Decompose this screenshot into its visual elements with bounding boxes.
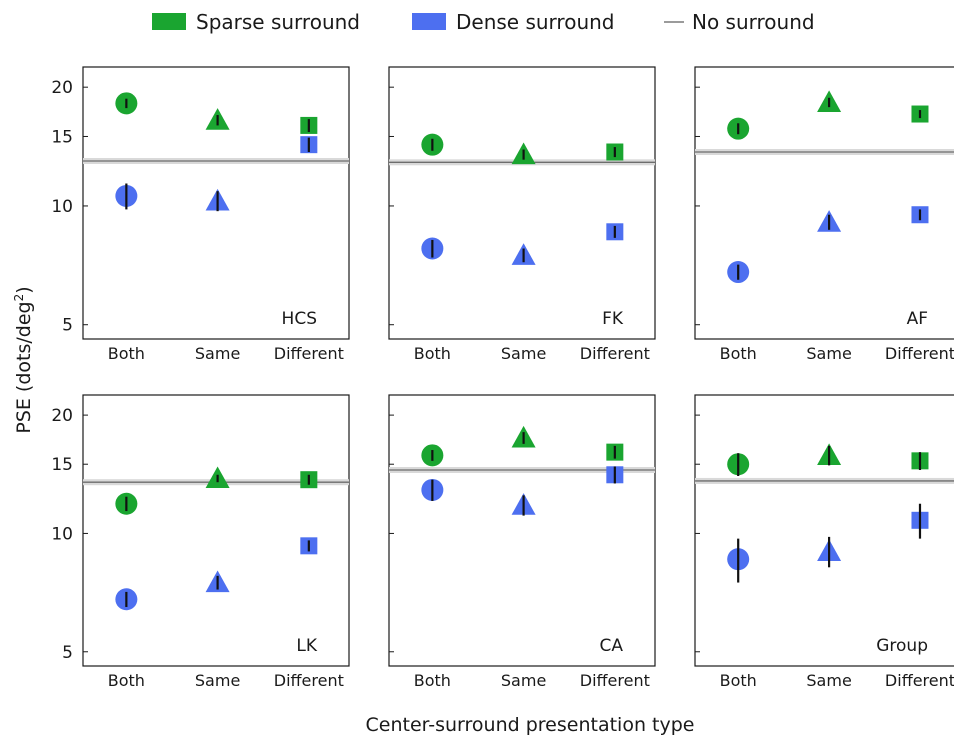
y-tick-label: 10 <box>51 524 73 544</box>
panel-ca: Both Same Different CA <box>388 394 656 690</box>
y-tick-label: 10 <box>51 197 73 217</box>
panel-label: CA <box>600 636 624 656</box>
x-tick-label: Different <box>580 344 650 363</box>
panel-lk: 5 10 15 20 Both Same Different LK <box>51 394 350 690</box>
x-tick-label: Same <box>806 344 851 363</box>
panel-label: Group <box>876 636 928 656</box>
y-tick-label: 15 <box>51 455 73 475</box>
y-tick-label: 15 <box>51 127 73 147</box>
legend-label: Sparse surround <box>196 10 360 34</box>
panel-frame <box>388 66 656 340</box>
x-tick-label: Different <box>580 671 650 690</box>
panel-frame <box>82 394 350 667</box>
x-tick-label: Same <box>806 671 851 690</box>
x-tick-label: Both <box>108 671 145 690</box>
y-tick-label: 5 <box>62 316 73 336</box>
panel-frame <box>82 66 350 340</box>
x-tick-label: Same <box>195 344 240 363</box>
panel-label: LK <box>296 636 317 656</box>
x-tick-label: Both <box>720 671 757 690</box>
x-tick-label: Both <box>720 344 757 363</box>
legend-swatch <box>412 13 446 30</box>
y-tick-label: 20 <box>51 78 73 98</box>
panel-hcs: 5 10 15 20 Both Same Different HCS <box>51 66 350 363</box>
legend-label: Dense surround <box>456 10 615 34</box>
panel-af: Both Same Different AF <box>694 66 954 363</box>
y-tick-label: 20 <box>51 406 73 426</box>
panel-group: Both Same Different Group <box>694 394 954 690</box>
x-tick-label: Different <box>885 344 954 363</box>
panel-label: HCS <box>282 309 317 329</box>
legend-swatch <box>152 13 186 30</box>
panel-frame <box>388 394 656 667</box>
panel-frame <box>694 66 954 340</box>
legend-label: No surround <box>692 10 815 34</box>
x-tick-label: Both <box>414 671 451 690</box>
x-tick-label: Same <box>501 671 546 690</box>
x-tick-label: Same <box>501 344 546 363</box>
panel-fk: Both Same Different FK <box>388 66 656 363</box>
y-axis-label: PSE (dots/deg2) <box>12 286 35 433</box>
x-tick-label: Both <box>108 344 145 363</box>
x-tick-label: Same <box>195 671 240 690</box>
x-tick-label: Both <box>414 344 451 363</box>
panel-label: FK <box>602 309 624 329</box>
x-tick-label: Different <box>885 671 954 690</box>
panel-frame <box>694 394 954 667</box>
y-tick-label: 5 <box>62 643 73 663</box>
panel-grid: 5 10 15 20 Both Same Different HCS Both Same Diffe… <box>51 66 954 690</box>
legend: Sparse surround Dense surround No surround <box>152 10 815 34</box>
x-tick-label: Different <box>274 344 344 363</box>
x-tick-label: Different <box>274 671 344 690</box>
panel-label: AF <box>907 309 928 329</box>
x-axis-label: Center-surround presentation type <box>366 714 695 736</box>
